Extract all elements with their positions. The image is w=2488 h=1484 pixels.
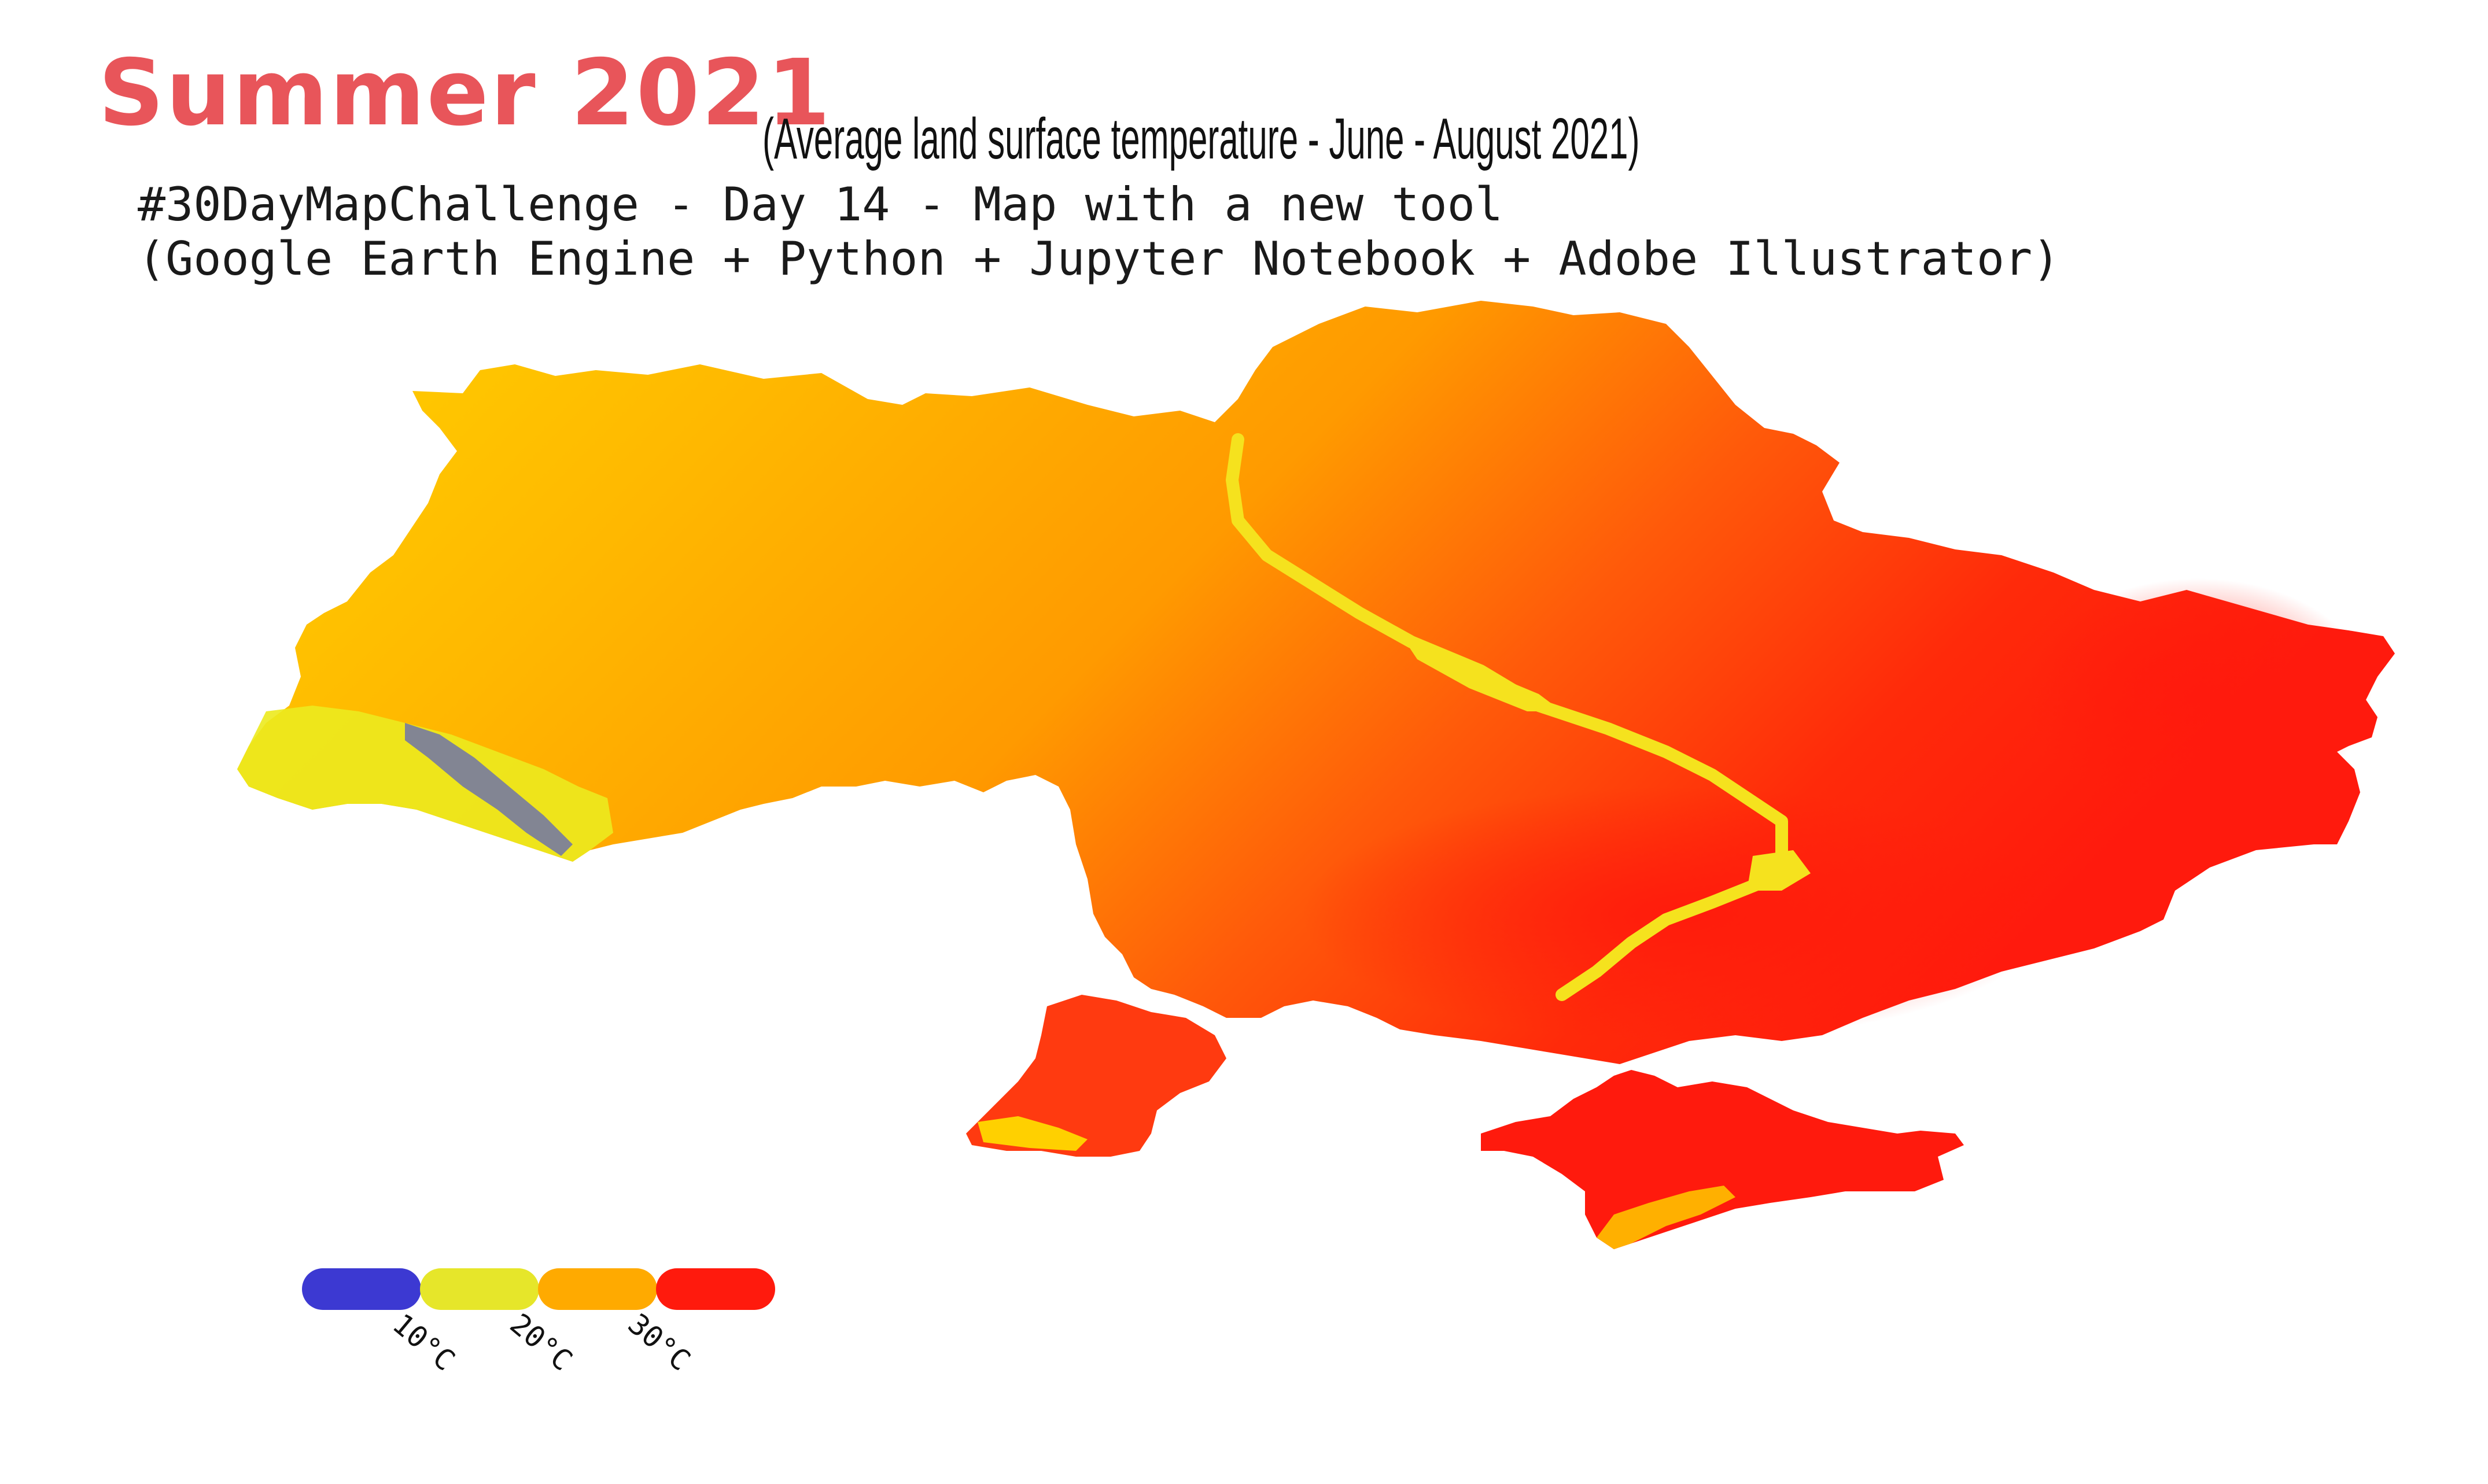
dnipro-river [1226, 433, 1788, 1001]
legend-mild-swatch [420, 1268, 539, 1310]
tools-line: (Google Earth Engine + Python + Jupyter … [138, 232, 2061, 286]
kakhovka-reservoir [1747, 850, 1811, 891]
crimea-mountains [1597, 1186, 1735, 1249]
legend-cold-swatch [302, 1268, 421, 1310]
kremenchuk-reservoir [1406, 642, 1562, 711]
map-title: Summer 2021 [98, 40, 832, 146]
crimea [1481, 1070, 1964, 1249]
legend-warm-swatch [538, 1268, 657, 1310]
eastern-heat-zone [2025, 578, 2372, 810]
map-subtitle: (Average land surface temperature - June… [762, 106, 1640, 171]
odesa-coast [966, 995, 1226, 1157]
legend-hot-swatch [656, 1268, 775, 1310]
danube-delta-lakes [978, 1116, 1088, 1151]
cold-mountain-patches [405, 723, 573, 856]
challenge-line: #30DayMapChallenge - Day 14 - Map with a… [138, 178, 1503, 231]
